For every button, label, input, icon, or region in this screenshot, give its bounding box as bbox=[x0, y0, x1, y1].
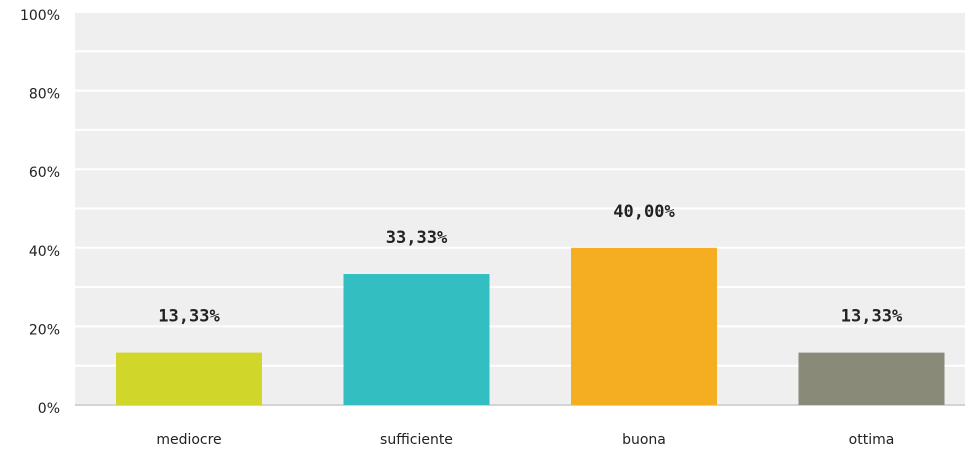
bar bbox=[571, 247, 717, 405]
bar bbox=[798, 352, 945, 405]
y-tick-label: 0% bbox=[38, 401, 60, 417]
value-label: 40,00% bbox=[613, 202, 675, 222]
x-tick-label: buona bbox=[622, 432, 666, 448]
y-tick-label: 20% bbox=[29, 322, 60, 338]
y-tick-label: 60% bbox=[29, 165, 60, 181]
value-label: 13,33% bbox=[158, 307, 220, 327]
bar bbox=[116, 352, 262, 405]
value-label: 33,33% bbox=[386, 228, 448, 248]
y-tick-label: 40% bbox=[29, 244, 60, 260]
x-tick-label: sufficiente bbox=[380, 432, 453, 448]
y-tick-label: 100% bbox=[20, 8, 60, 24]
y-tick-label: 80% bbox=[29, 87, 60, 103]
x-tick-label: ottima bbox=[849, 432, 895, 448]
value-label: 13,33% bbox=[841, 307, 903, 327]
bar bbox=[343, 274, 490, 405]
x-tick-label: mediocre bbox=[156, 432, 221, 448]
